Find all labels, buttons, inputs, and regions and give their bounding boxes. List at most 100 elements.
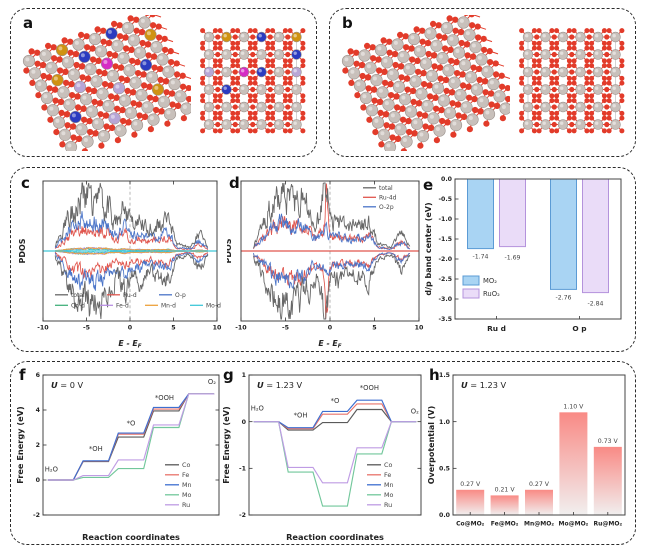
svg-text:10: 10 bbox=[415, 325, 424, 332]
svg-text:*O: *O bbox=[127, 419, 136, 427]
svg-text:Ru@MO₂: Ru@MO₂ bbox=[594, 521, 623, 528]
svg-text:1.5: 1.5 bbox=[439, 372, 450, 379]
svg-text:0: 0 bbox=[36, 477, 41, 484]
svg-text:-2.76: -2.76 bbox=[555, 294, 571, 301]
svg-text:0: 0 bbox=[128, 325, 133, 332]
svg-text:0: 0 bbox=[242, 419, 247, 426]
svg-text:0.27 V: 0.27 V bbox=[529, 481, 550, 488]
svg-text:Co-d: Co-d bbox=[71, 303, 85, 310]
svg-text:-0.5: -0.5 bbox=[438, 196, 452, 203]
svg-text:O p: O p bbox=[572, 324, 586, 333]
svg-text:0.73 V: 0.73 V bbox=[598, 438, 619, 445]
svg-text:H₂O: H₂O bbox=[45, 465, 58, 473]
svg-text:total: total bbox=[379, 185, 393, 192]
svg-text:5: 5 bbox=[372, 325, 376, 332]
svg-text:d/p band center (eV): d/p band center (eV) bbox=[424, 202, 433, 295]
svg-text:Co@MO₂: Co@MO₂ bbox=[456, 521, 485, 528]
svg-text:-1.74: -1.74 bbox=[472, 254, 488, 261]
svg-text:0.0: 0.0 bbox=[439, 512, 451, 519]
svg-text:Mn: Mn bbox=[384, 481, 394, 489]
panel-f-free-energy-chart: -2 0 2 4 6 H₂O *OH *O *OOH O₂ U = 0 V Co Fe Mn Mo Ru Rea… bbox=[15, 372, 220, 542]
panel-a-crystal-structure bbox=[22, 15, 306, 151]
svg-text:Fe: Fe bbox=[182, 471, 189, 479]
svg-text:total: total bbox=[71, 292, 85, 299]
svg-text:-5: -5 bbox=[83, 325, 90, 332]
svg-text:-2.84: -2.84 bbox=[587, 301, 603, 308]
svg-text:-3.0: -3.0 bbox=[438, 296, 452, 303]
svg-text:Fe: Fe bbox=[384, 471, 391, 479]
svg-text:O₂: O₂ bbox=[411, 407, 419, 415]
svg-text:10: 10 bbox=[213, 325, 222, 332]
svg-text:-1.0: -1.0 bbox=[438, 216, 452, 223]
svg-text:Mo: Mo bbox=[182, 491, 192, 499]
svg-text:E - EF: E - EF bbox=[318, 339, 341, 349]
svg-text:*OH: *OH bbox=[89, 445, 103, 453]
svg-text:Reaction coordinates: Reaction coordinates bbox=[286, 532, 384, 542]
svg-text:-10: -10 bbox=[37, 325, 49, 332]
svg-text:5: 5 bbox=[171, 325, 175, 332]
svg-text:PDOS: PDOS bbox=[18, 238, 27, 263]
panel-a-box: a bbox=[10, 8, 317, 157]
svg-text:2: 2 bbox=[36, 442, 40, 449]
svg-text:-1.69: -1.69 bbox=[504, 255, 520, 262]
svg-text:Ru: Ru bbox=[384, 501, 392, 509]
svg-text:O₂: O₂ bbox=[208, 378, 216, 386]
svg-text:Co: Co bbox=[384, 461, 392, 469]
svg-text:-3.5: -3.5 bbox=[438, 316, 452, 323]
svg-text:U = 1.23 V: U = 1.23 V bbox=[257, 380, 303, 390]
svg-text:*OOH: *OOH bbox=[360, 384, 379, 392]
svg-text:Ru d: Ru d bbox=[487, 324, 506, 333]
panel-e-band-center-chart: -1.74 -1.69 Ru d -2.76 -2.84 O p 0.0 -0.5 -1.0 -1… bbox=[424, 176, 622, 333]
svg-text:0.21 V: 0.21 V bbox=[495, 486, 516, 493]
svg-text:Mn-d: Mn-d bbox=[161, 303, 176, 310]
svg-text:PDOS: PDOS bbox=[227, 238, 233, 263]
svg-text:Ru: Ru bbox=[182, 501, 190, 509]
svg-text:Mo-d: Mo-d bbox=[206, 303, 221, 310]
svg-text:E - EF: E - EF bbox=[118, 339, 141, 349]
svg-text:*OOH: *OOH bbox=[155, 394, 174, 402]
panel-h-overpotential-chart: 0.27 V Co@MO₂ 0.21 V Fe@MO₂ 0.27 V Mn@MO₂ 1.10… bbox=[427, 372, 626, 528]
panel-d-pdos-chart: -10 -5 0 5 10 E - EF PDOS total Ru-4d O-2p bbox=[227, 180, 424, 349]
svg-text:Free Energy (eV): Free Energy (eV) bbox=[221, 406, 231, 484]
svg-text:1.10 V: 1.10 V bbox=[563, 403, 584, 410]
svg-text:-5: -5 bbox=[282, 325, 289, 332]
svg-text:Co: Co bbox=[182, 461, 190, 469]
panel-b-box: b bbox=[329, 8, 636, 157]
svg-text:*OH: *OH bbox=[294, 411, 308, 419]
svg-text:Mn: Mn bbox=[182, 481, 192, 489]
panel-fgh-box: f g h -2 0 2 4 6 H₂O *OH *O *OOH O₂ U = 0 V Co Fe Mn M… bbox=[10, 361, 636, 545]
svg-text:U = 0 V: U = 0 V bbox=[51, 380, 84, 390]
svg-text:Mn@MO₂: Mn@MO₂ bbox=[524, 521, 554, 528]
svg-text:-2: -2 bbox=[33, 512, 40, 519]
svg-text:Fe-d: Fe-d bbox=[116, 303, 129, 310]
svg-text:MO₂: MO₂ bbox=[483, 277, 497, 285]
svg-text:Ru-4d: Ru-4d bbox=[379, 195, 397, 202]
svg-text:1: 1 bbox=[242, 372, 246, 379]
svg-text:0.27 V: 0.27 V bbox=[460, 481, 481, 488]
panel-c-pdos-chart: -10 -5 0 5 10 E - EF PDOS total Ru-d O-p Co-d Fe-d M… bbox=[18, 180, 222, 349]
svg-text:Overpotential (V): Overpotential (V) bbox=[427, 406, 436, 485]
svg-text:-2.5: -2.5 bbox=[438, 276, 452, 283]
svg-text:Reaction coordinates: Reaction coordinates bbox=[82, 532, 180, 542]
svg-text:H₂O: H₂O bbox=[251, 404, 264, 412]
svg-text:-1: -1 bbox=[239, 466, 246, 473]
svg-text:0: 0 bbox=[328, 325, 333, 332]
svg-text:4: 4 bbox=[36, 407, 41, 414]
svg-text:Ru-d: Ru-d bbox=[123, 292, 137, 299]
svg-text:O-2p: O-2p bbox=[379, 204, 394, 211]
svg-text:RuO₂: RuO₂ bbox=[483, 290, 500, 298]
svg-text:-2: -2 bbox=[239, 512, 246, 519]
panel-cde-box: c d e -10 -5 0 5 10 E - EF PDOS total Ru-d O-p Co-… bbox=[10, 167, 636, 352]
svg-text:6: 6 bbox=[36, 372, 41, 379]
svg-text:0.0: 0.0 bbox=[441, 176, 453, 183]
svg-text:U = 1.23 V: U = 1.23 V bbox=[461, 380, 507, 390]
svg-text:0.5: 0.5 bbox=[439, 466, 450, 473]
svg-text:Mo: Mo bbox=[384, 491, 394, 499]
svg-text:Fe@MO₂: Fe@MO₂ bbox=[491, 521, 519, 528]
panel-b-crystal-structure bbox=[341, 15, 625, 151]
svg-text:*O: *O bbox=[331, 397, 340, 405]
svg-text:-1.5: -1.5 bbox=[438, 236, 452, 243]
svg-text:-10: -10 bbox=[235, 325, 247, 332]
svg-text:Free Energy (eV): Free Energy (eV) bbox=[15, 406, 25, 484]
